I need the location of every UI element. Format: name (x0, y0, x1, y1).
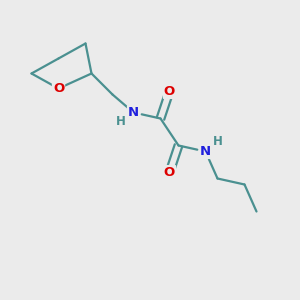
Text: O: O (164, 166, 175, 179)
Text: H: H (213, 135, 223, 148)
Text: O: O (164, 85, 175, 98)
Text: H: H (116, 115, 126, 128)
Text: N: N (200, 145, 211, 158)
Text: N: N (128, 106, 139, 119)
Text: O: O (53, 82, 64, 95)
